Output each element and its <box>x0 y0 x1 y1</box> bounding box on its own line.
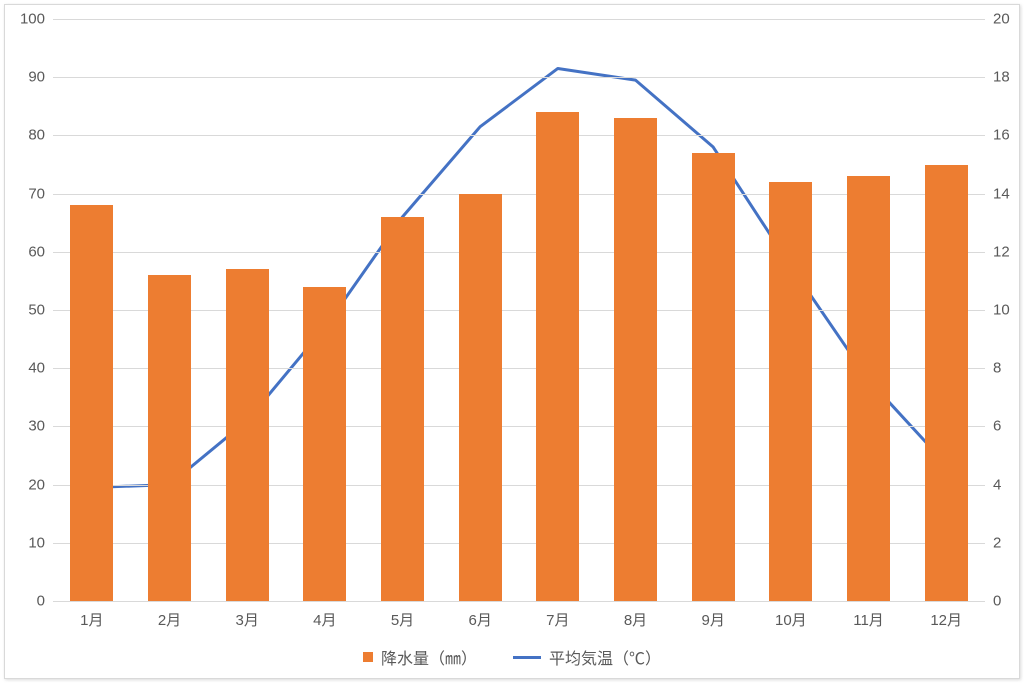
x-tick-label: 6月 <box>468 601 491 630</box>
bar <box>847 176 890 601</box>
gridline <box>53 77 985 78</box>
y1-tick-label: 80 <box>28 127 53 144</box>
legend-label-line: 平均気温（℃） <box>549 645 661 669</box>
y1-tick-label: 20 <box>28 476 53 493</box>
bar <box>226 269 269 601</box>
bar <box>70 205 113 601</box>
y2-tick-label: 4 <box>985 476 1001 493</box>
legend-item-bars: 降水量（㎜） <box>363 645 477 669</box>
gridline <box>53 426 985 427</box>
bar <box>692 153 735 601</box>
legend-label-bars: 降水量（㎜） <box>381 645 477 669</box>
legend-swatch-bar <box>363 652 373 662</box>
bar <box>769 182 812 601</box>
chart-frame: 0 10 20 30 40 50 60 70 80 90 100 0 2 4 6 8 10 12 14 16 18 20 1… <box>4 4 1020 679</box>
y2-tick-label: 14 <box>985 185 1010 202</box>
legend: 降水量（㎜） 平均気温（℃） <box>5 645 1019 669</box>
y1-tick-label: 0 <box>37 593 53 610</box>
gridline <box>53 601 985 602</box>
bar <box>536 112 579 601</box>
y1-tick-label: 10 <box>28 534 53 551</box>
gridline <box>53 310 985 311</box>
x-tick-label: 12月 <box>930 601 962 630</box>
y1-tick-label: 70 <box>28 185 53 202</box>
line-series <box>92 68 946 487</box>
gridline <box>53 368 985 369</box>
x-tick-label: 1月 <box>80 601 103 630</box>
gridline <box>53 485 985 486</box>
y1-tick-label: 30 <box>28 418 53 435</box>
plot-area: 0102030405060708090100024681012141618201… <box>53 19 985 601</box>
y2-tick-label: 12 <box>985 243 1010 260</box>
legend-item-line: 平均気温（℃） <box>513 645 661 669</box>
bar <box>925 165 968 602</box>
x-tick-label: 10月 <box>775 601 807 630</box>
y2-tick-label: 8 <box>985 360 1001 377</box>
x-tick-label: 4月 <box>313 601 336 630</box>
y1-tick-label: 40 <box>28 360 53 377</box>
y2-tick-label: 18 <box>985 69 1010 86</box>
y2-tick-label: 2 <box>985 534 1001 551</box>
legend-swatch-line <box>513 656 541 659</box>
gridline <box>53 19 985 20</box>
y2-tick-label: 16 <box>985 127 1010 144</box>
bar <box>303 287 346 601</box>
x-tick-label: 3月 <box>235 601 258 630</box>
y1-tick-label: 50 <box>28 302 53 319</box>
x-tick-label: 9月 <box>701 601 724 630</box>
x-tick-label: 5月 <box>391 601 414 630</box>
y1-tick-label: 90 <box>28 69 53 86</box>
x-tick-label: 8月 <box>624 601 647 630</box>
gridline <box>53 252 985 253</box>
bar <box>614 118 657 601</box>
x-tick-label: 11月 <box>853 601 884 630</box>
bar <box>148 275 191 601</box>
x-tick-label: 2月 <box>158 601 181 630</box>
y1-tick-label: 100 <box>20 11 53 28</box>
gridline <box>53 194 985 195</box>
gridline <box>53 135 985 136</box>
y2-tick-label: 10 <box>985 302 1010 319</box>
y2-tick-label: 20 <box>985 11 1010 28</box>
y2-tick-label: 0 <box>985 593 1001 610</box>
x-tick-label: 7月 <box>546 601 569 630</box>
y1-tick-label: 60 <box>28 243 53 260</box>
bar <box>381 217 424 601</box>
y2-tick-label: 6 <box>985 418 1001 435</box>
bar <box>459 194 502 601</box>
gridline <box>53 543 985 544</box>
